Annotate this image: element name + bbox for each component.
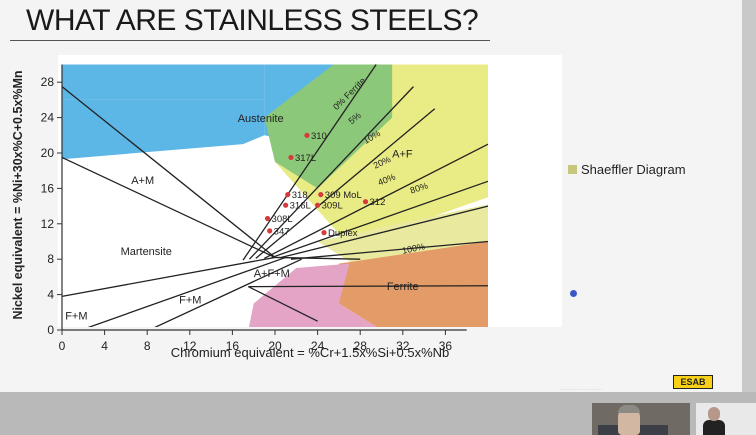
- x-axis-label: Chromium equivalent = %Cr+1.5x%Si+0.5x%N…: [171, 345, 450, 360]
- region-label: Austenite: [238, 113, 284, 125]
- alloy-point: [264, 215, 271, 222]
- title-underline: [10, 40, 490, 41]
- austenite-region: [62, 64, 265, 100]
- region-label: F+M: [65, 310, 87, 322]
- alloy-point: [315, 202, 321, 208]
- austenite-region-lower: [62, 99, 265, 160]
- phase-boundaries: [61, 64, 489, 327]
- alloy-point: [283, 202, 289, 208]
- alloy-label: 309L: [322, 201, 343, 212]
- pink-region: [248, 263, 377, 327]
- y-tick-label: 20: [41, 146, 55, 160]
- x-tick-label: 32: [396, 339, 410, 353]
- speaker-head: [708, 407, 720, 421]
- axis-labels: Chromium equivalent = %Cr+1.5x%Si+0.5x%N…: [11, 70, 449, 360]
- alloy-label: 316L: [290, 201, 311, 212]
- blue-dot: [570, 290, 577, 297]
- y-tick-label: 4: [47, 288, 54, 302]
- af-green-region: [264, 64, 393, 189]
- person-head: [618, 407, 640, 435]
- ferrite-100-line: [290, 240, 489, 260]
- x-tick-label: 24: [311, 339, 325, 353]
- webcam-thumbnail[interactable]: [592, 403, 690, 435]
- ferrite-0-line: [242, 64, 377, 261]
- x-tick-label: 12: [183, 339, 197, 353]
- alloy-point: [362, 199, 369, 205]
- y-tick-label: 8: [47, 252, 54, 266]
- x-tick-label: 20: [268, 339, 282, 353]
- person-hair: [618, 405, 640, 413]
- x-tick-label: 8: [144, 339, 151, 353]
- slide: WHAT ARE STAINLESS STEELS? 0 4 8 12 16 20 24 28…: [0, 0, 742, 392]
- region-label: Ferrite: [387, 281, 419, 293]
- region-label: A+F+M: [254, 268, 290, 280]
- esab-logo: ESAB: [673, 375, 713, 389]
- ferrite-bottom-boundary: [248, 285, 489, 288]
- region-label: A+M: [131, 175, 154, 187]
- x-tick-label: 0: [59, 339, 66, 353]
- y-tick-label: 0: [47, 323, 54, 337]
- alloy-label: 308L: [272, 214, 293, 225]
- alloy-label: Duplex: [328, 228, 358, 239]
- ferrite-5-line: [248, 86, 414, 260]
- y-tick-label: 16: [41, 181, 55, 195]
- alloy-point: [288, 154, 294, 161]
- legend-swatch: [568, 165, 577, 174]
- footer-fine-print: · · · · · · · · · · · · · · · · · · · ·: [560, 388, 602, 392]
- x-tick-label: 28: [354, 339, 368, 353]
- alloy-label: 310: [311, 131, 327, 142]
- afm-lower-diagonal: [248, 286, 318, 322]
- alloy-point: [267, 228, 273, 234]
- alloy-point: [285, 191, 291, 198]
- ferrite-10-line: [255, 108, 436, 259]
- legend: Shaeffler Diagram: [568, 162, 686, 177]
- ferrite-80-line: [281, 205, 489, 259]
- martensite-upper-boundary: [61, 256, 276, 298]
- y-tick-label: 28: [41, 75, 55, 89]
- ferrite-40-line: [271, 180, 489, 259]
- alloy-label: 312: [370, 197, 386, 208]
- schaeffler-diagram: 0 4 8 12 16 20 24 28 32 36 0 4 8 12 16 20 24 28 Austenite…: [11, 55, 562, 360]
- axes: 0 4 8 12 16 20 24 28 32 36 0 4 8 12 16 20 24 28: [41, 64, 467, 353]
- y-tick-label: 12: [41, 217, 55, 231]
- afm-bottom-boundary: [274, 256, 361, 260]
- ferrite-region: [338, 241, 488, 327]
- fm-boundary: [87, 256, 286, 327]
- y-axis-label: Nickel equivalent = %Ni+30x%C+0.5x%Mn: [11, 70, 25, 319]
- alloy-point: [318, 191, 324, 198]
- ferrite-20-line: [264, 143, 489, 259]
- af-pale-region: [317, 204, 488, 269]
- alloy-point: [304, 132, 310, 138]
- speaker-body: [703, 420, 725, 435]
- region-labels: Austenite A+M Martensite F+M F+M A+F+M A+F Ferr…: [65, 113, 418, 322]
- y-tick-label: 24: [41, 111, 55, 125]
- region-label: A+F: [392, 148, 413, 160]
- am-lower-boundary: [61, 156, 276, 259]
- alloy-label: 317L: [295, 153, 316, 164]
- x-tick-label: 16: [226, 339, 240, 353]
- ferrite-left-boundary: [154, 258, 302, 327]
- am-upper-boundary: [61, 86, 276, 258]
- alloy-label: 347: [274, 226, 290, 237]
- x-tick-label: 4: [101, 339, 108, 353]
- legend-label: Shaeffler Diagram: [581, 162, 686, 177]
- slide-title: WHAT ARE STAINLESS STEELS?: [26, 4, 479, 37]
- x-tick-label: 36: [439, 339, 453, 353]
- speaker-thumbnail[interactable]: [696, 403, 756, 435]
- alloy-label: 318: [292, 190, 308, 201]
- alloy-label: 309 MoL: [325, 190, 362, 201]
- alloy-point: [321, 230, 327, 236]
- ferrite-line-label: 100%: [401, 241, 426, 256]
- region-label: Martensite: [121, 246, 172, 258]
- region-label: F+M: [179, 294, 201, 306]
